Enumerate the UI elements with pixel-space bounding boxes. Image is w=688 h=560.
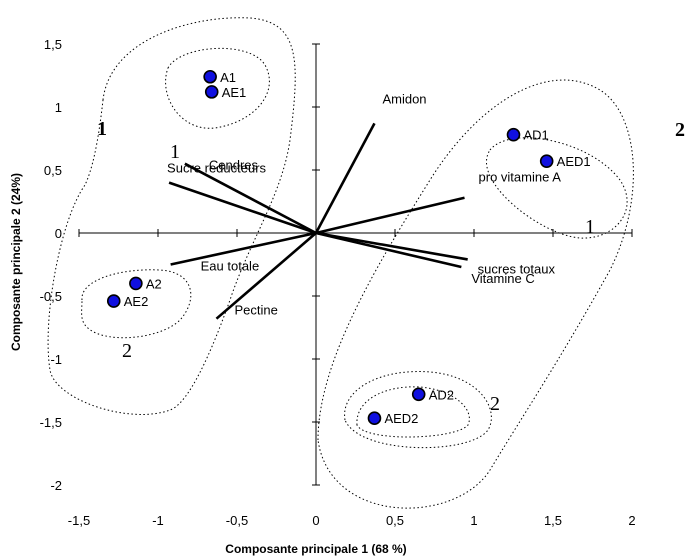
group-label-right: 2 [675, 119, 685, 141]
point-label: AE2 [124, 294, 149, 309]
vector-label: Cendres [209, 158, 259, 173]
y-tick-label: -2 [50, 478, 62, 493]
data-point [203, 69, 217, 84]
x-tick-label: 0,5 [386, 513, 404, 528]
point-label: AED1 [557, 154, 591, 169]
point-label: A2 [146, 276, 162, 291]
vector-label: Vitamine C [471, 271, 534, 286]
data-point [367, 411, 382, 426]
point-label: A1 [220, 70, 236, 85]
x-ticks: -1,5 -1 -0,5 0 0,5 1 1,5 2 [68, 229, 636, 528]
data-point [411, 387, 426, 402]
vector-line [215, 232, 317, 320]
x-tick-label: -1 [152, 513, 164, 528]
y-tick-label: -1 [50, 352, 62, 367]
sub-label-right-2: 2 [490, 393, 500, 415]
envelope-right-ad1 [486, 137, 628, 239]
vector-label: Eau totale [201, 259, 260, 274]
vector-label: Pectine [234, 303, 277, 318]
data-point [129, 276, 143, 291]
vector-line [315, 231, 468, 261]
x-tick-label: 1 [470, 513, 477, 528]
sub-label-left-2: 2 [122, 340, 132, 362]
vector-line [168, 181, 317, 235]
data-point [204, 85, 219, 99]
y-tick-label: 0 [55, 226, 62, 241]
vector-line [315, 196, 465, 235]
x-tick-label: 2 [628, 513, 635, 528]
envelope-left-a2 [81, 269, 192, 339]
vector-line [315, 231, 462, 269]
x-tick-label: -0,5 [226, 513, 248, 528]
data-point [539, 154, 554, 168]
x-axis-title: Composante principale 1 (68 %) [225, 542, 406, 556]
group-envelopes [47, 17, 634, 509]
x-tick-label: 0 [312, 513, 319, 528]
y-tick-label: 1,5 [44, 37, 62, 52]
point-label: AED2 [384, 411, 418, 426]
y-tick-label: -1,5 [40, 415, 62, 430]
x-tick-label: 1,5 [544, 513, 562, 528]
y-tick-label: 1 [55, 100, 62, 115]
envelope-right-ad2-inner [356, 386, 470, 438]
axes [79, 44, 632, 485]
point-label: AD2 [429, 387, 454, 402]
point-label: AD1 [524, 128, 549, 143]
data-point [106, 294, 121, 308]
data-point [506, 127, 521, 142]
x-tick-label: -1,5 [68, 513, 90, 528]
sub-label-left-1: 1 [170, 141, 180, 163]
envelope-right-outer [317, 79, 634, 509]
y-axis-title: Composante principale 2 (24%) [9, 173, 23, 351]
sub-label-right-1: 1 [585, 216, 595, 238]
vector-line [170, 231, 317, 266]
y-tick-label: 0,5 [44, 163, 62, 178]
vector-label: Amidon [382, 91, 426, 106]
group-label-left: 1 [97, 118, 107, 140]
vector-label: pro vitamine A [479, 170, 562, 185]
envelope-left-outer [47, 17, 296, 415]
vector-label: sucres totaux [478, 261, 556, 276]
vector-line [184, 162, 317, 235]
envelope-right-ad2 [344, 371, 492, 449]
vector-label: Sucre reducteurs [167, 161, 266, 176]
point-label: AE1 [222, 85, 247, 100]
vector-line [314, 122, 376, 234]
group-labels: 1 2 1 2 1 2 [97, 118, 685, 415]
